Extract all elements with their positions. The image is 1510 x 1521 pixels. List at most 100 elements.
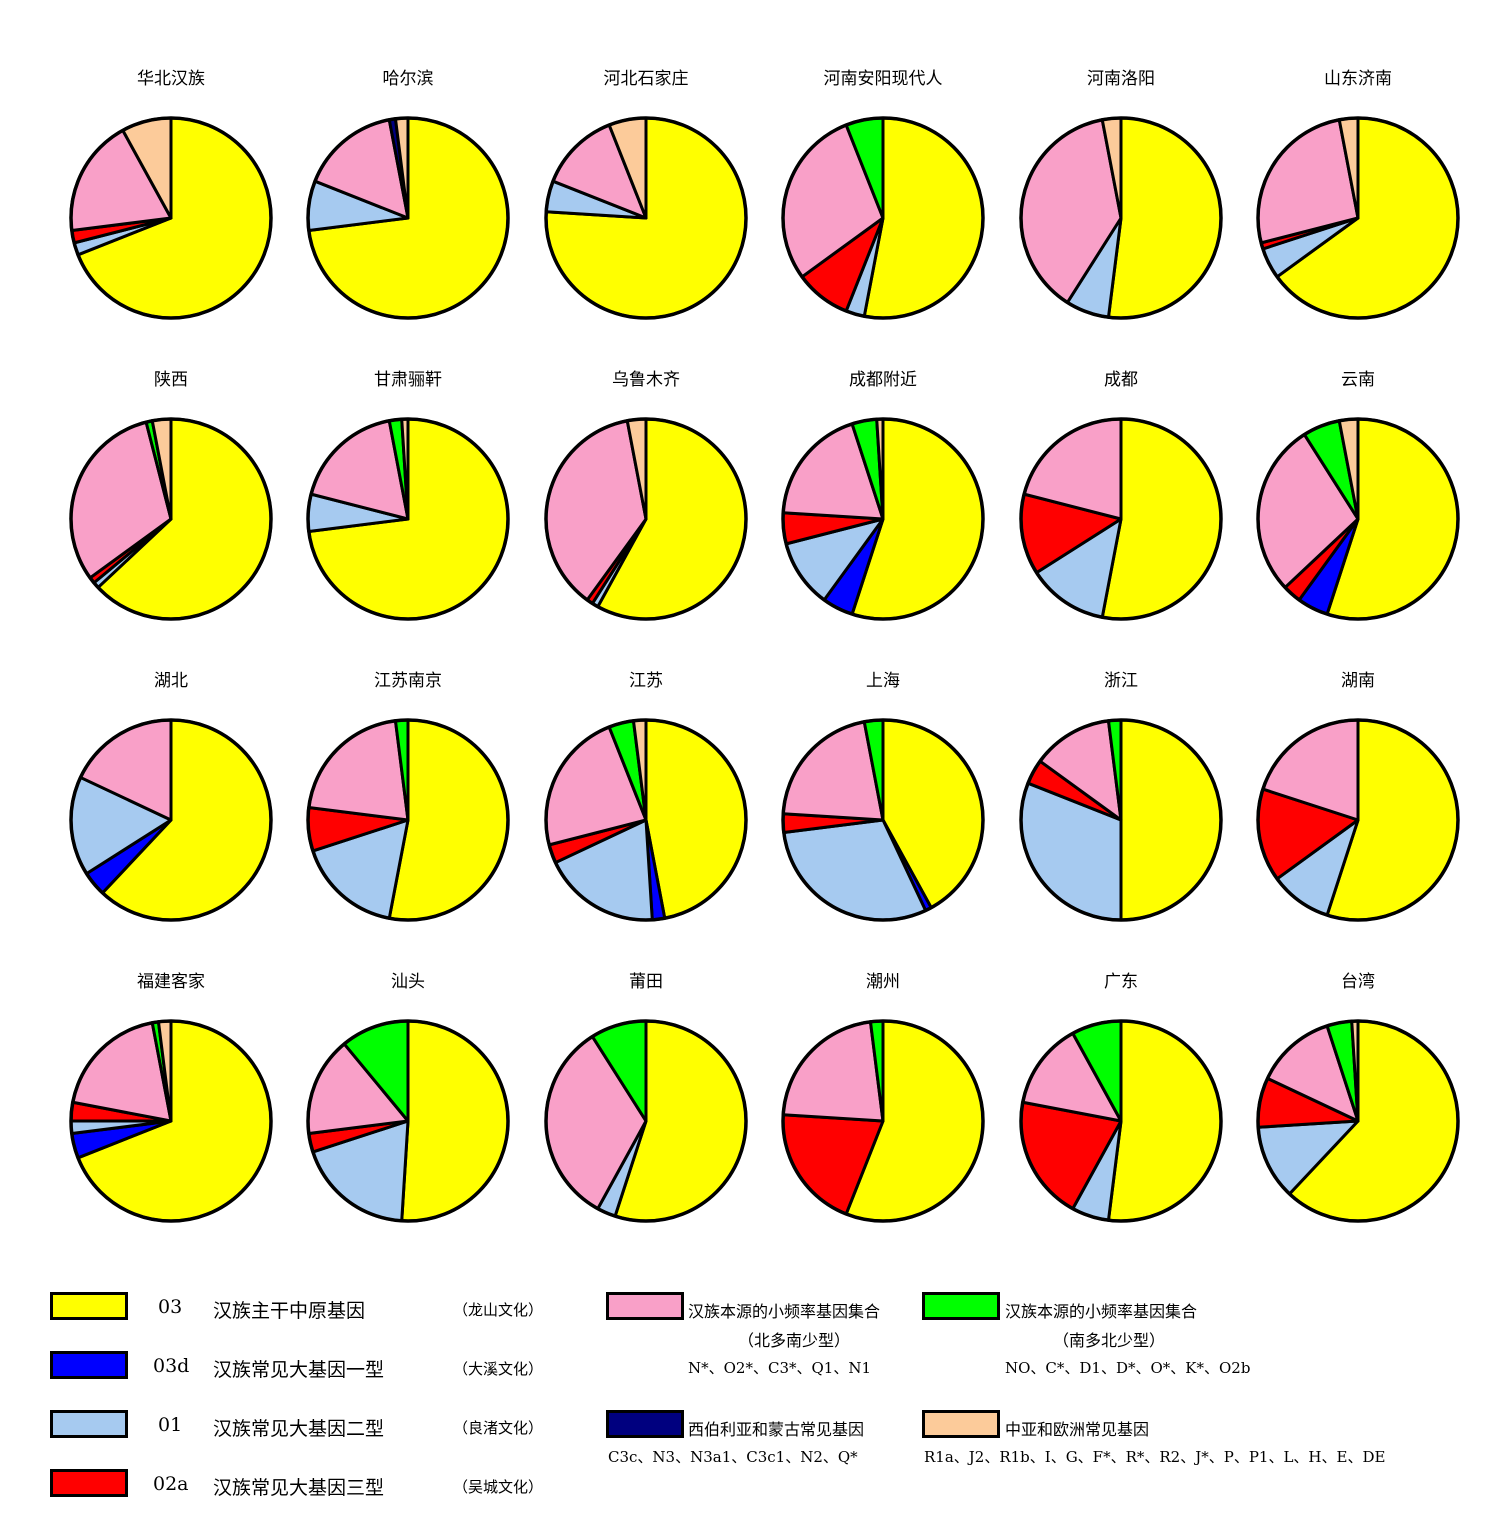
pie-title: 江苏南京 [374, 671, 442, 691]
pie-outline [1256, 1019, 1460, 1223]
pie-outline [1019, 1019, 1223, 1223]
pie-title: 哈尔滨 [383, 69, 434, 89]
legend-name-eurasia: 中亚和欧洲常见基因 [1005, 1420, 1150, 1439]
legend-name-siberia: 西伯利亚和蒙古常见基因 [688, 1420, 865, 1439]
legend-culture-o3d: （大溪文化） [453, 1360, 544, 1378]
pie-outline [1256, 417, 1460, 621]
pie-outline [1019, 116, 1223, 320]
pie-title: 莆田 [629, 972, 663, 992]
pie-chart: 浙江 [1019, 671, 1223, 922]
legend-sub-han-south: （南多北少型） [1053, 1331, 1166, 1350]
pie-chart: 广东 [1019, 972, 1223, 1223]
pie-title: 湖北 [154, 671, 188, 691]
legend-swatch-eurasia [922, 1410, 1000, 1438]
pie-title: 河南洛阳 [1087, 69, 1155, 89]
legend-swatch-o2a [50, 1469, 128, 1497]
pie-chart: 湖北 [69, 671, 273, 922]
pie-chart: 华北汉族 [69, 69, 273, 320]
pie-chart: 福建客家 [69, 972, 273, 1223]
pie-chart: 成都 [1019, 370, 1223, 621]
legend-name-o3d: 汉族常见大基因一型 [213, 1359, 385, 1381]
pie-outline [544, 718, 748, 922]
pie-title: 陕西 [154, 370, 188, 390]
pie-chart: 河南安阳现代人 [781, 69, 985, 320]
pie-title: 汕头 [391, 972, 425, 992]
pie-slice-o3 [1106, 116, 1223, 320]
pie-chart: 云南 [1256, 370, 1460, 621]
pie-title: 乌鲁木齐 [612, 370, 680, 390]
pie-chart: 山东济南 [1256, 69, 1460, 320]
legend-list-eurasia: R1a、J2、R1b、I、G、F*、R*、R2、J*、P、P1、L、H、E、DE [924, 1448, 1386, 1466]
legend-list-han-south: NO、C*、D1、D*、O*、K*、O2b [1005, 1359, 1251, 1377]
legend-name-o3: 汉族主干中原基因 [213, 1300, 366, 1322]
pie-outline [781, 417, 985, 621]
legend-code-o1: 01 [158, 1414, 183, 1436]
pie-slice-o3 [644, 718, 748, 920]
pie-chart: 上海 [781, 671, 985, 922]
pie-slice-o3 [1106, 1019, 1223, 1223]
legend-name-o1: 汉族常见大基因二型 [213, 1418, 385, 1440]
pie-outline [69, 718, 273, 922]
pie-title: 华北汉族 [137, 69, 205, 89]
legend-swatch-o3 [50, 1292, 128, 1320]
pie-chart: 台湾 [1256, 972, 1460, 1223]
pie-outline [544, 417, 748, 621]
pie-title: 山东济南 [1324, 69, 1392, 89]
pie-outline [544, 1019, 748, 1223]
pie-outline [1019, 718, 1223, 922]
pie-slice-hann [307, 719, 410, 822]
pie-title: 甘肃骊靬 [374, 370, 442, 390]
pie-chart: 汕头 [306, 972, 510, 1223]
legend-swatch-han-south [922, 1292, 1000, 1320]
pie-title: 福建客家 [137, 972, 205, 992]
pie-outline [781, 718, 985, 922]
legend-sub-han-north: （北多南少型） [738, 1331, 851, 1350]
pie-outline [306, 1019, 510, 1223]
pie-outline [69, 417, 273, 621]
pie-outline [1256, 718, 1460, 922]
pie-title: 湖南 [1341, 671, 1375, 691]
pie-chart: 江苏 [544, 671, 748, 922]
pie-outline [306, 116, 510, 320]
legend-swatch-o3d [50, 1351, 128, 1379]
pie-title: 台湾 [1341, 972, 1375, 992]
legend-culture-o2a: （吴城文化） [453, 1478, 544, 1496]
pie-outline [306, 417, 510, 621]
pie-outline [69, 1019, 273, 1223]
pie-title: 成都附近 [849, 370, 917, 390]
legend-culture-o1: （良渚文化） [453, 1419, 544, 1437]
pie-title: 云南 [1341, 370, 1375, 390]
pie-chart: 湖南 [1256, 671, 1460, 922]
pie-chart: 成都附近 [781, 370, 985, 621]
legend-code-o3d: 03d [153, 1355, 190, 1377]
legend-list-han-north: N*、O2*、C3*、Q1、N1 [688, 1359, 871, 1377]
pie-outline [1019, 417, 1223, 621]
pie-title: 河北石家庄 [604, 69, 689, 89]
pie-chart: 哈尔滨 [306, 69, 510, 320]
pie-outline [781, 116, 985, 320]
pie-chart: 江苏南京 [306, 671, 510, 922]
legend-code-o2a: 02a [153, 1473, 189, 1495]
pie-outline [1256, 116, 1460, 320]
legend-code-o3: 03 [158, 1296, 183, 1318]
pie-chart: 潮州 [781, 972, 985, 1223]
pie-title: 广东 [1104, 972, 1138, 992]
pie-outline [544, 116, 748, 320]
pie-chart: 陕西 [69, 370, 273, 621]
pie-chart: 莆田 [544, 972, 748, 1223]
legend-swatch-o1 [50, 1410, 128, 1438]
pie-title: 成都 [1104, 370, 1138, 390]
legend-swatch-siberia [606, 1410, 684, 1438]
pie-outline [306, 718, 510, 922]
legend-list-siberia: C3c、N3、N3a1、C3c1、N2、Q* [608, 1448, 858, 1466]
pie-title: 浙江 [1104, 671, 1138, 691]
pie-chart: 甘肃骊靬 [306, 370, 510, 621]
pie-chart: 河北石家庄 [544, 69, 748, 320]
pie-outline [781, 1019, 985, 1223]
legend-culture-o3: （龙山文化） [453, 1301, 544, 1319]
legend-name-o2a: 汉族常见大基因三型 [213, 1477, 385, 1499]
pie-title: 上海 [866, 671, 900, 691]
legend-name-han-north: 汉族本源的小频率基因集合 [688, 1302, 881, 1321]
pie-slice-o3 [1119, 718, 1223, 922]
